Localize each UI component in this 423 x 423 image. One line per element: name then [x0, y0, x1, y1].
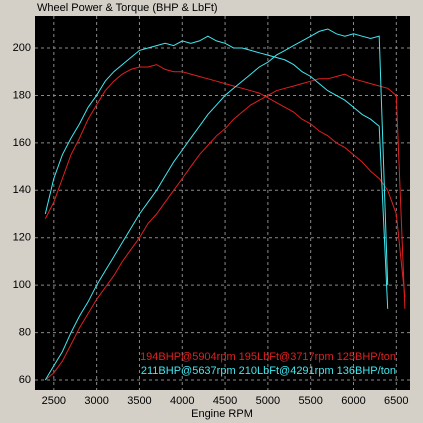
- y-tick-label: 80: [19, 327, 31, 339]
- x-tick-label: 4000: [170, 395, 194, 407]
- x-tick-label: 4500: [213, 395, 237, 407]
- data-line: [44, 35, 389, 309]
- x-tick-label: 3000: [84, 395, 108, 407]
- y-tick-label: 160: [13, 137, 31, 149]
- data-line: [44, 64, 406, 298]
- y-tick-label: 60: [19, 374, 31, 386]
- data-line: [44, 73, 406, 381]
- annotation: 194BHP@5904rpm 195LbFt@3717rpm 125BHP/to…: [140, 351, 396, 363]
- plot-area: [35, 16, 410, 390]
- y-tick-label: 200: [13, 42, 31, 54]
- x-tick-label: 3500: [127, 395, 151, 407]
- y-tick-label: 180: [13, 89, 31, 101]
- annotation: 211BHP@5637rpm 210LbFt@4291rpm 136BHP/to…: [141, 365, 396, 377]
- y-tick-label: 100: [13, 279, 31, 291]
- x-tick-label: 6000: [341, 395, 365, 407]
- x-tick-label: 6500: [384, 395, 408, 407]
- x-tick-label: 5000: [256, 395, 280, 407]
- x-tick-label: 5500: [298, 395, 322, 407]
- x-axis-label: Engine RPM: [191, 408, 253, 420]
- chart-title: Wheel Power & Torque (BHP & LbFt): [37, 2, 218, 14]
- x-tick-label: 2500: [42, 395, 66, 407]
- y-tick-label: 120: [13, 232, 31, 244]
- y-tick-label: 140: [13, 184, 31, 196]
- data-line: [44, 28, 389, 381]
